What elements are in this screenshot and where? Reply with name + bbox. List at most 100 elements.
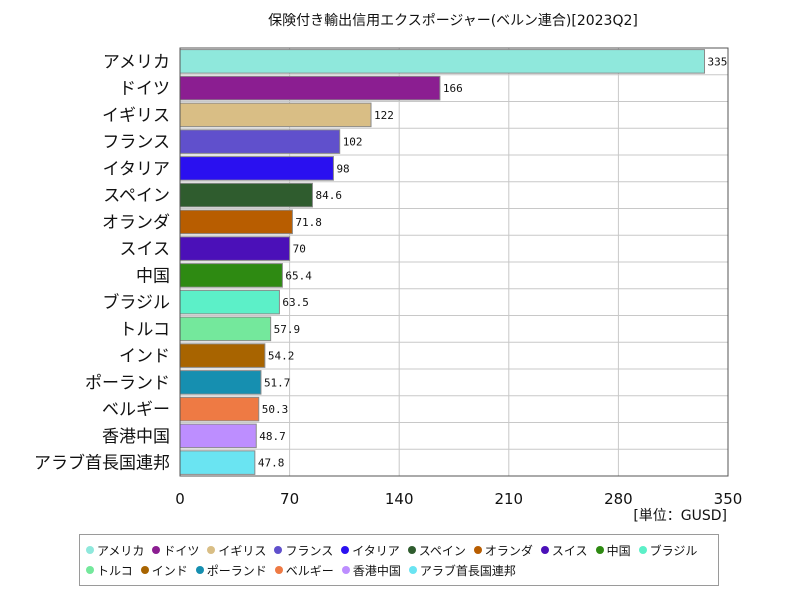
category-label: アラブ首長国連邦 (34, 453, 170, 474)
x-tick-label: 70 (280, 490, 299, 508)
legend-item: フランス (274, 540, 333, 560)
bar (179, 370, 262, 395)
x-tick-label: 280 (604, 490, 633, 508)
value-label: 57.9 (274, 323, 301, 336)
unit-label: [単位：GUSD] (633, 508, 727, 524)
category-labels: アメリカドイツイギリスフランスイタリアスペインオランダスイス中国ブラジルトルコイ… (34, 52, 170, 473)
legend-dot-icon (341, 566, 350, 574)
legend-label: スイス (551, 543, 588, 558)
legend-item: イギリス (207, 540, 266, 560)
value-label: 102 (343, 136, 363, 149)
bar (179, 49, 706, 74)
category-label: 中国 (136, 266, 170, 286)
x-tick-label: 140 (385, 490, 414, 508)
value-label: 71.8 (295, 216, 322, 229)
category-label: イギリス (102, 106, 170, 126)
value-label: 98 (336, 162, 349, 175)
legend-item: インド (140, 560, 188, 580)
legend-item: ブラジル (638, 540, 698, 560)
legend-dot-icon (152, 546, 161, 554)
legend-label: スペイン (418, 543, 466, 558)
legend-item: アラブ首長国連邦 (408, 560, 516, 580)
value-label: 70 (293, 243, 306, 256)
bar (179, 450, 256, 475)
legend-item: スペイン (407, 540, 466, 560)
bar (179, 129, 341, 154)
category-label: スイス (120, 240, 171, 260)
category-label: スペイン (103, 186, 170, 206)
category-label: インド (119, 347, 170, 367)
value-label: 54.2 (268, 350, 295, 363)
bar (179, 182, 313, 208)
bar (179, 316, 272, 342)
bar (179, 236, 291, 261)
category-label: イタリア (103, 159, 170, 179)
legend: アメリカ ドイツ イギリス フランス イタリア スペイン オランダ スイス 中国 ブラジルトルコ イ… (79, 534, 719, 586)
legend-item: イタリア (341, 540, 400, 560)
category-label: トルコ (119, 320, 170, 340)
value-label: 166 (443, 82, 463, 95)
value-label: 335 (708, 55, 728, 68)
bar (179, 396, 260, 422)
legend-item: 香港中国 (341, 560, 401, 580)
bar (179, 75, 441, 101)
bar (179, 156, 334, 181)
legend-label: フランス (285, 543, 334, 558)
x-tick-label: 210 (494, 490, 523, 508)
legend-dot-icon (595, 546, 604, 554)
legend-item: オランダ (473, 540, 533, 560)
legend-dot-icon (407, 546, 416, 554)
legend-dot-icon (86, 546, 94, 554)
value-labels: 335 166 122 102 98 84.6 71.8 70 65.4 63.5 57.9 54.2… (258, 55, 728, 469)
legend-dot-icon (638, 546, 647, 554)
category-label: オランダ (102, 213, 170, 233)
x-tick-labels: 0 70 140 210 280 350 (175, 490, 742, 508)
bar (179, 343, 266, 368)
value-label: 51.7 (264, 376, 291, 389)
legend-label: イギリス (218, 543, 267, 558)
value-label: 50.3 (262, 403, 289, 416)
legend-label: インド (151, 563, 188, 578)
value-label: 48.7 (259, 430, 286, 443)
category-label: ポーランド (85, 373, 170, 393)
legend-item: ポーランド (195, 560, 267, 580)
legend-label: イタリア (352, 543, 400, 558)
legend-dot-icon (341, 546, 350, 554)
legend-item: トルコ (86, 560, 133, 580)
legend-label: ドイツ (163, 543, 200, 558)
x-tick-label: 350 (714, 490, 743, 508)
bar (179, 102, 372, 128)
legend-dot-icon (207, 546, 216, 554)
legend-dot-icon (473, 546, 482, 554)
plot-frame (179, 47, 729, 477)
legend-item: スイス (540, 540, 588, 560)
legend-label: ベルギー (285, 563, 334, 578)
legend-label: ブラジル (649, 543, 698, 558)
legend-label: 中国 (606, 543, 631, 558)
value-label: 122 (374, 109, 394, 122)
bar (179, 263, 283, 288)
bar (179, 423, 257, 449)
legend-label: ポーランド (206, 563, 267, 578)
legend-dot-icon (540, 546, 549, 554)
legend-item: 中国 (595, 540, 631, 560)
x-tick-label: 0 (175, 490, 185, 508)
legend-dot-icon (86, 566, 94, 574)
category-label: アメリカ (103, 52, 170, 72)
category-label: 香港中国 (102, 427, 170, 447)
legend-label: アメリカ (97, 543, 145, 558)
legend-dot-icon (274, 566, 283, 574)
category-label: ドイツ (119, 79, 170, 99)
legend-dot-icon (140, 566, 149, 574)
category-label: ベルギー (102, 400, 170, 420)
legend-item: ベルギー (274, 560, 334, 580)
chart-title: 保険付き輸出信用エクスポージャー(ベルン連合)[2023Q2] (268, 13, 638, 29)
value-label: 84.6 (315, 189, 342, 202)
legend-dot-icon (274, 546, 283, 554)
legend-label: 香港中国 (352, 563, 401, 578)
value-label: 47.8 (258, 457, 285, 470)
legend-dot-icon (195, 566, 204, 574)
bar (179, 289, 280, 315)
